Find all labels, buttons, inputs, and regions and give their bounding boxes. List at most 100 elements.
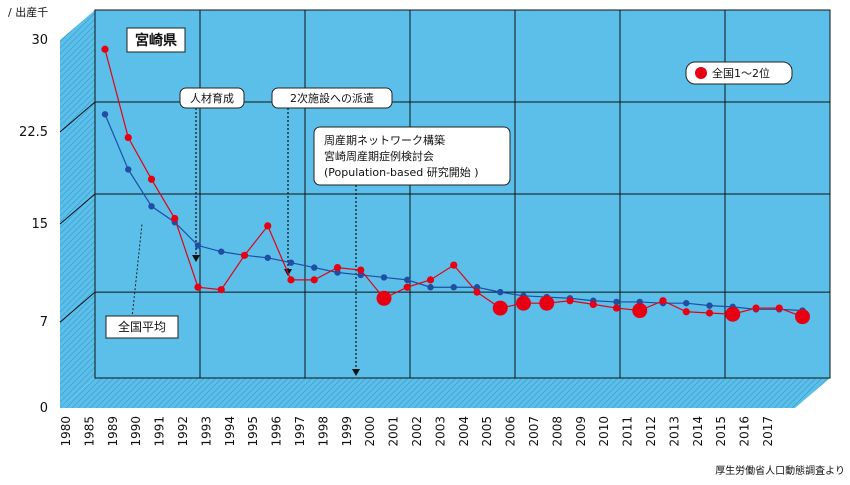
data-point-national bbox=[148, 203, 155, 210]
grid-line-side bbox=[59, 193, 96, 225]
x-tick-label: 1994 bbox=[223, 416, 237, 447]
x-tick-label: 2011 bbox=[621, 416, 635, 447]
data-point-miyazaki bbox=[147, 175, 156, 183]
x-tick-label: 2000 bbox=[363, 416, 377, 447]
x-tick-label: 2004 bbox=[457, 416, 471, 447]
x-tick-label: 2013 bbox=[667, 416, 681, 447]
legend-marker bbox=[695, 67, 707, 79]
plot-floor bbox=[60, 378, 830, 408]
x-tick-label: 2007 bbox=[527, 416, 541, 447]
data-point-national bbox=[404, 276, 411, 284]
data-point-national bbox=[311, 264, 318, 271]
data-point-miyazaki bbox=[124, 133, 132, 142]
data-point-miyazaki bbox=[264, 222, 272, 230]
data-point-miyazaki-rank-highlight bbox=[492, 300, 508, 316]
data-point-miyazaki-rank-highlight bbox=[376, 290, 392, 306]
annotation-training: 人材育成 bbox=[190, 91, 234, 105]
data-point-miyazaki bbox=[287, 276, 295, 284]
x-tick-label: 2008 bbox=[550, 416, 564, 447]
data-point-national bbox=[427, 284, 434, 291]
data-point-miyazaki bbox=[473, 288, 481, 296]
x-tick-label: 1997 bbox=[293, 416, 307, 447]
data-point-national bbox=[450, 284, 457, 291]
x-tick-label: 1995 bbox=[246, 416, 260, 447]
x-tick-label: 2005 bbox=[480, 416, 494, 447]
x-axis-ticks: 1980 1985 1989 1990 1991 1992 1993 1994 1995 1996… bbox=[59, 416, 775, 447]
data-point-miyazaki bbox=[403, 283, 411, 291]
data-point-miyazaki bbox=[426, 276, 435, 284]
data-point-miyazaki bbox=[612, 304, 621, 312]
data-point-miyazaki bbox=[217, 286, 225, 294]
x-tick-label: 2009 bbox=[574, 416, 588, 447]
x-tick-label: 1993 bbox=[199, 416, 213, 447]
x-tick-label: 2003 bbox=[433, 416, 447, 447]
y-axis-ticks: 0 7 15 22.5 30 bbox=[19, 33, 48, 416]
annotation-box-network bbox=[313, 126, 511, 186]
x-tick-label: 2015 bbox=[714, 416, 728, 447]
grid-lines bbox=[59, 9, 831, 379]
x-tick-label: 1991 bbox=[153, 416, 167, 447]
data-point-miyazaki bbox=[357, 266, 365, 274]
x-tick-label: 1989 bbox=[106, 416, 120, 447]
x-tick-label: 2002 bbox=[410, 416, 424, 447]
data-point-miyazaki bbox=[589, 300, 597, 308]
x-tick-label: 2006 bbox=[504, 416, 518, 447]
annotation-network-line1: 周産期ネットワーク構築 bbox=[324, 133, 445, 147]
data-point-national bbox=[194, 242, 202, 249]
data-point-miyazaki-rank-highlight bbox=[725, 306, 741, 322]
annotation-network-line3: (Population-based 研究開始 ) bbox=[324, 165, 479, 179]
legend-label: 全国1〜2位 bbox=[712, 66, 770, 80]
annotation-network-line2: 宮崎周産期症例検討会 bbox=[324, 149, 434, 163]
y-tick-label: 22.5 bbox=[19, 125, 48, 140]
data-point-miyazaki bbox=[659, 297, 667, 305]
data-point-miyazaki-rank-highlight bbox=[516, 295, 531, 311]
data-point-national bbox=[101, 111, 109, 118]
data-point-miyazaki bbox=[450, 261, 458, 269]
data-point-miyazaki bbox=[310, 276, 318, 284]
y-tick-label: 0 bbox=[40, 401, 48, 416]
x-tick-label: 2012 bbox=[644, 416, 658, 447]
data-point-miyazaki bbox=[333, 264, 342, 272]
x-tick-label: 1990 bbox=[129, 416, 143, 447]
national-callout-label: 全国平均 bbox=[118, 319, 166, 334]
grid-line-side bbox=[59, 101, 96, 133]
data-point-national bbox=[287, 259, 295, 266]
plot-border bbox=[94, 9, 831, 379]
data-point-miyazaki bbox=[171, 214, 179, 223]
data-point-national bbox=[497, 288, 504, 296]
x-tick-label: 2014 bbox=[691, 416, 705, 447]
annotation-box-dispatch bbox=[271, 87, 393, 109]
x-tick-label: 1996 bbox=[270, 416, 284, 447]
data-point-national bbox=[683, 299, 690, 307]
data-point-national bbox=[613, 298, 620, 306]
data-point-national bbox=[264, 254, 271, 261]
data-point-miyazaki-rank-highlight bbox=[795, 309, 810, 325]
national-callout-box bbox=[105, 315, 179, 339]
y-tick-label: 30 bbox=[31, 33, 48, 48]
data-point-national bbox=[357, 271, 364, 279]
data-point-national bbox=[125, 166, 132, 173]
source-note: 厚生労働省人口動態調査より bbox=[715, 464, 845, 477]
annotation-box-training bbox=[179, 87, 245, 109]
y-tick-label: 7 bbox=[40, 315, 48, 330]
data-point-national bbox=[334, 269, 341, 276]
x-tick-label: 1998 bbox=[316, 416, 330, 447]
y-tick-label: 15 bbox=[31, 217, 48, 232]
x-tick-label: 1992 bbox=[176, 416, 190, 447]
data-point-miyazaki bbox=[682, 308, 690, 316]
annotation-arrow-head bbox=[192, 255, 200, 262]
data-point-miyazaki bbox=[566, 297, 574, 305]
data-point-miyazaki-rank-highlight bbox=[632, 303, 648, 319]
data-point-miyazaki bbox=[101, 45, 109, 53]
series-points-miyazaki bbox=[101, 45, 810, 325]
data-point-national bbox=[218, 248, 225, 255]
annotation-arrow-head bbox=[352, 369, 360, 376]
data-point-national bbox=[706, 302, 713, 309]
chart-title: 宮崎県 bbox=[135, 32, 177, 49]
data-point-national bbox=[473, 284, 481, 291]
grid-line-side bbox=[59, 291, 96, 323]
x-tick-label: 1999 bbox=[340, 416, 354, 447]
data-point-miyazaki bbox=[240, 251, 249, 259]
title-box bbox=[126, 27, 186, 53]
